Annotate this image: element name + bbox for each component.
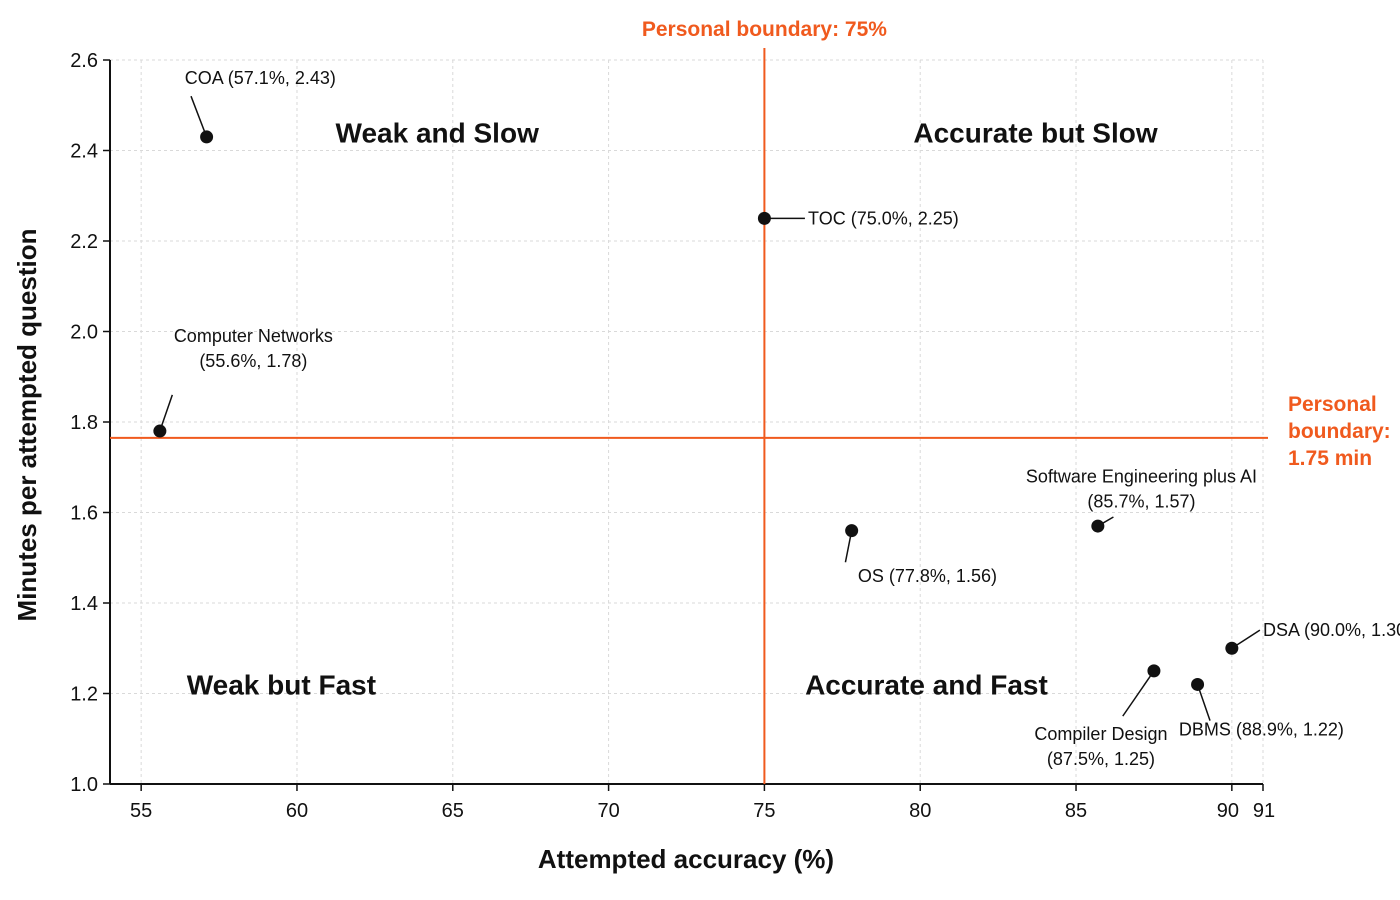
quadrant-label-bottom-right: Accurate and Fast xyxy=(805,669,1048,700)
time-boundary-label: boundary: xyxy=(1288,420,1391,443)
data-point-toc xyxy=(757,211,771,225)
point-label-compiler-design: (87.5%, 1.25) xyxy=(1047,749,1155,769)
y-tick-label-1-4: 1.4 xyxy=(70,593,98,615)
axes: 55 60 65 70 75 80 85 90 91 1.0 1.2 1.4 1.6 1.8 2.0 2.2 2… xyxy=(70,50,1275,822)
point-label-computer-networks: Computer Networks xyxy=(174,326,333,346)
point-label-software-engineering-plus-ai: Software Engineering plus AI xyxy=(1026,466,1257,486)
y-tick-label-2-4: 2.4 xyxy=(70,141,98,163)
point-label-dbms: DBMS (88.9%, 1.22) xyxy=(1179,720,1344,740)
time-boundary-label: 1.75 min xyxy=(1288,447,1372,470)
x-tick-label-65: 65 xyxy=(442,800,464,822)
data-points: COA (57.1%, 2.43) TOC (75.0%, 2.25) Comput… xyxy=(153,68,1400,769)
data-point-dbms xyxy=(1191,677,1205,691)
y-tick-label-1-2: 1.2 xyxy=(70,684,98,706)
point-label-computer-networks: (55.6%, 1.78) xyxy=(199,351,307,371)
y-tick-label-2-6: 2.6 xyxy=(70,50,98,72)
y-tick-label-1-8: 1.8 xyxy=(70,412,98,434)
y-tick-label-2-2: 2.2 xyxy=(70,231,98,253)
time-boundary-label: Personal xyxy=(1288,393,1377,416)
x-tick-label-55: 55 xyxy=(130,800,152,822)
point-label-coa: COA (57.1%, 2.43) xyxy=(185,68,336,88)
point-label-dsa: DSA (90.0%, 1.30) xyxy=(1263,620,1400,640)
x-tick-label-60: 60 xyxy=(286,800,308,822)
y-tick-label-2-0: 2.0 xyxy=(70,322,98,344)
x-axis-title: Attempted accuracy (%) xyxy=(538,844,834,874)
x-tick-label-70: 70 xyxy=(597,800,619,822)
y-tick-label-1-6: 1.6 xyxy=(70,503,98,525)
x-tick-label-85: 85 xyxy=(1065,800,1087,822)
accuracy-boundary-label: Personal boundary: 75% xyxy=(642,18,887,41)
quadrant-label-top-left: Weak and Slow xyxy=(336,117,540,148)
x-tick-label-90: 90 xyxy=(1217,800,1239,822)
quadrant-label-bottom-left: Weak but Fast xyxy=(187,669,376,700)
point-label-toc: TOC (75.0%, 2.25) xyxy=(808,208,959,228)
x-tick-label-80: 80 xyxy=(909,800,931,822)
data-point-coa xyxy=(200,130,214,144)
data-point-dsa xyxy=(1225,641,1239,655)
data-point-computer-networks xyxy=(153,424,167,438)
quadrant-labels: Weak and Slow Accurate but Slow Weak but F… xyxy=(187,117,1158,700)
x-tick-label-91: 91 xyxy=(1253,800,1275,822)
point-label-software-engineering-plus-ai: (85.7%, 1.57) xyxy=(1087,491,1195,511)
data-point-software-engineering-plus-ai xyxy=(1091,519,1105,533)
leader-line-compiler-design xyxy=(1122,670,1155,717)
quadrant-label-top-right: Accurate but Slow xyxy=(913,117,1157,148)
y-tick-label-1-0: 1.0 xyxy=(70,774,98,796)
y-axis-title: Minutes per attempted question xyxy=(12,229,42,622)
leader-line-coa xyxy=(190,95,208,138)
point-label-os: OS (77.8%, 1.56) xyxy=(858,566,997,586)
data-point-compiler-design xyxy=(1147,664,1161,678)
point-label-compiler-design: Compiler Design xyxy=(1034,724,1167,744)
x-tick-label-75: 75 xyxy=(753,800,775,822)
personal-boundaries: Personal boundary: 75% Personal boundary: 1… xyxy=(110,18,1391,784)
data-point-os xyxy=(845,524,859,538)
grid xyxy=(110,59,1264,785)
